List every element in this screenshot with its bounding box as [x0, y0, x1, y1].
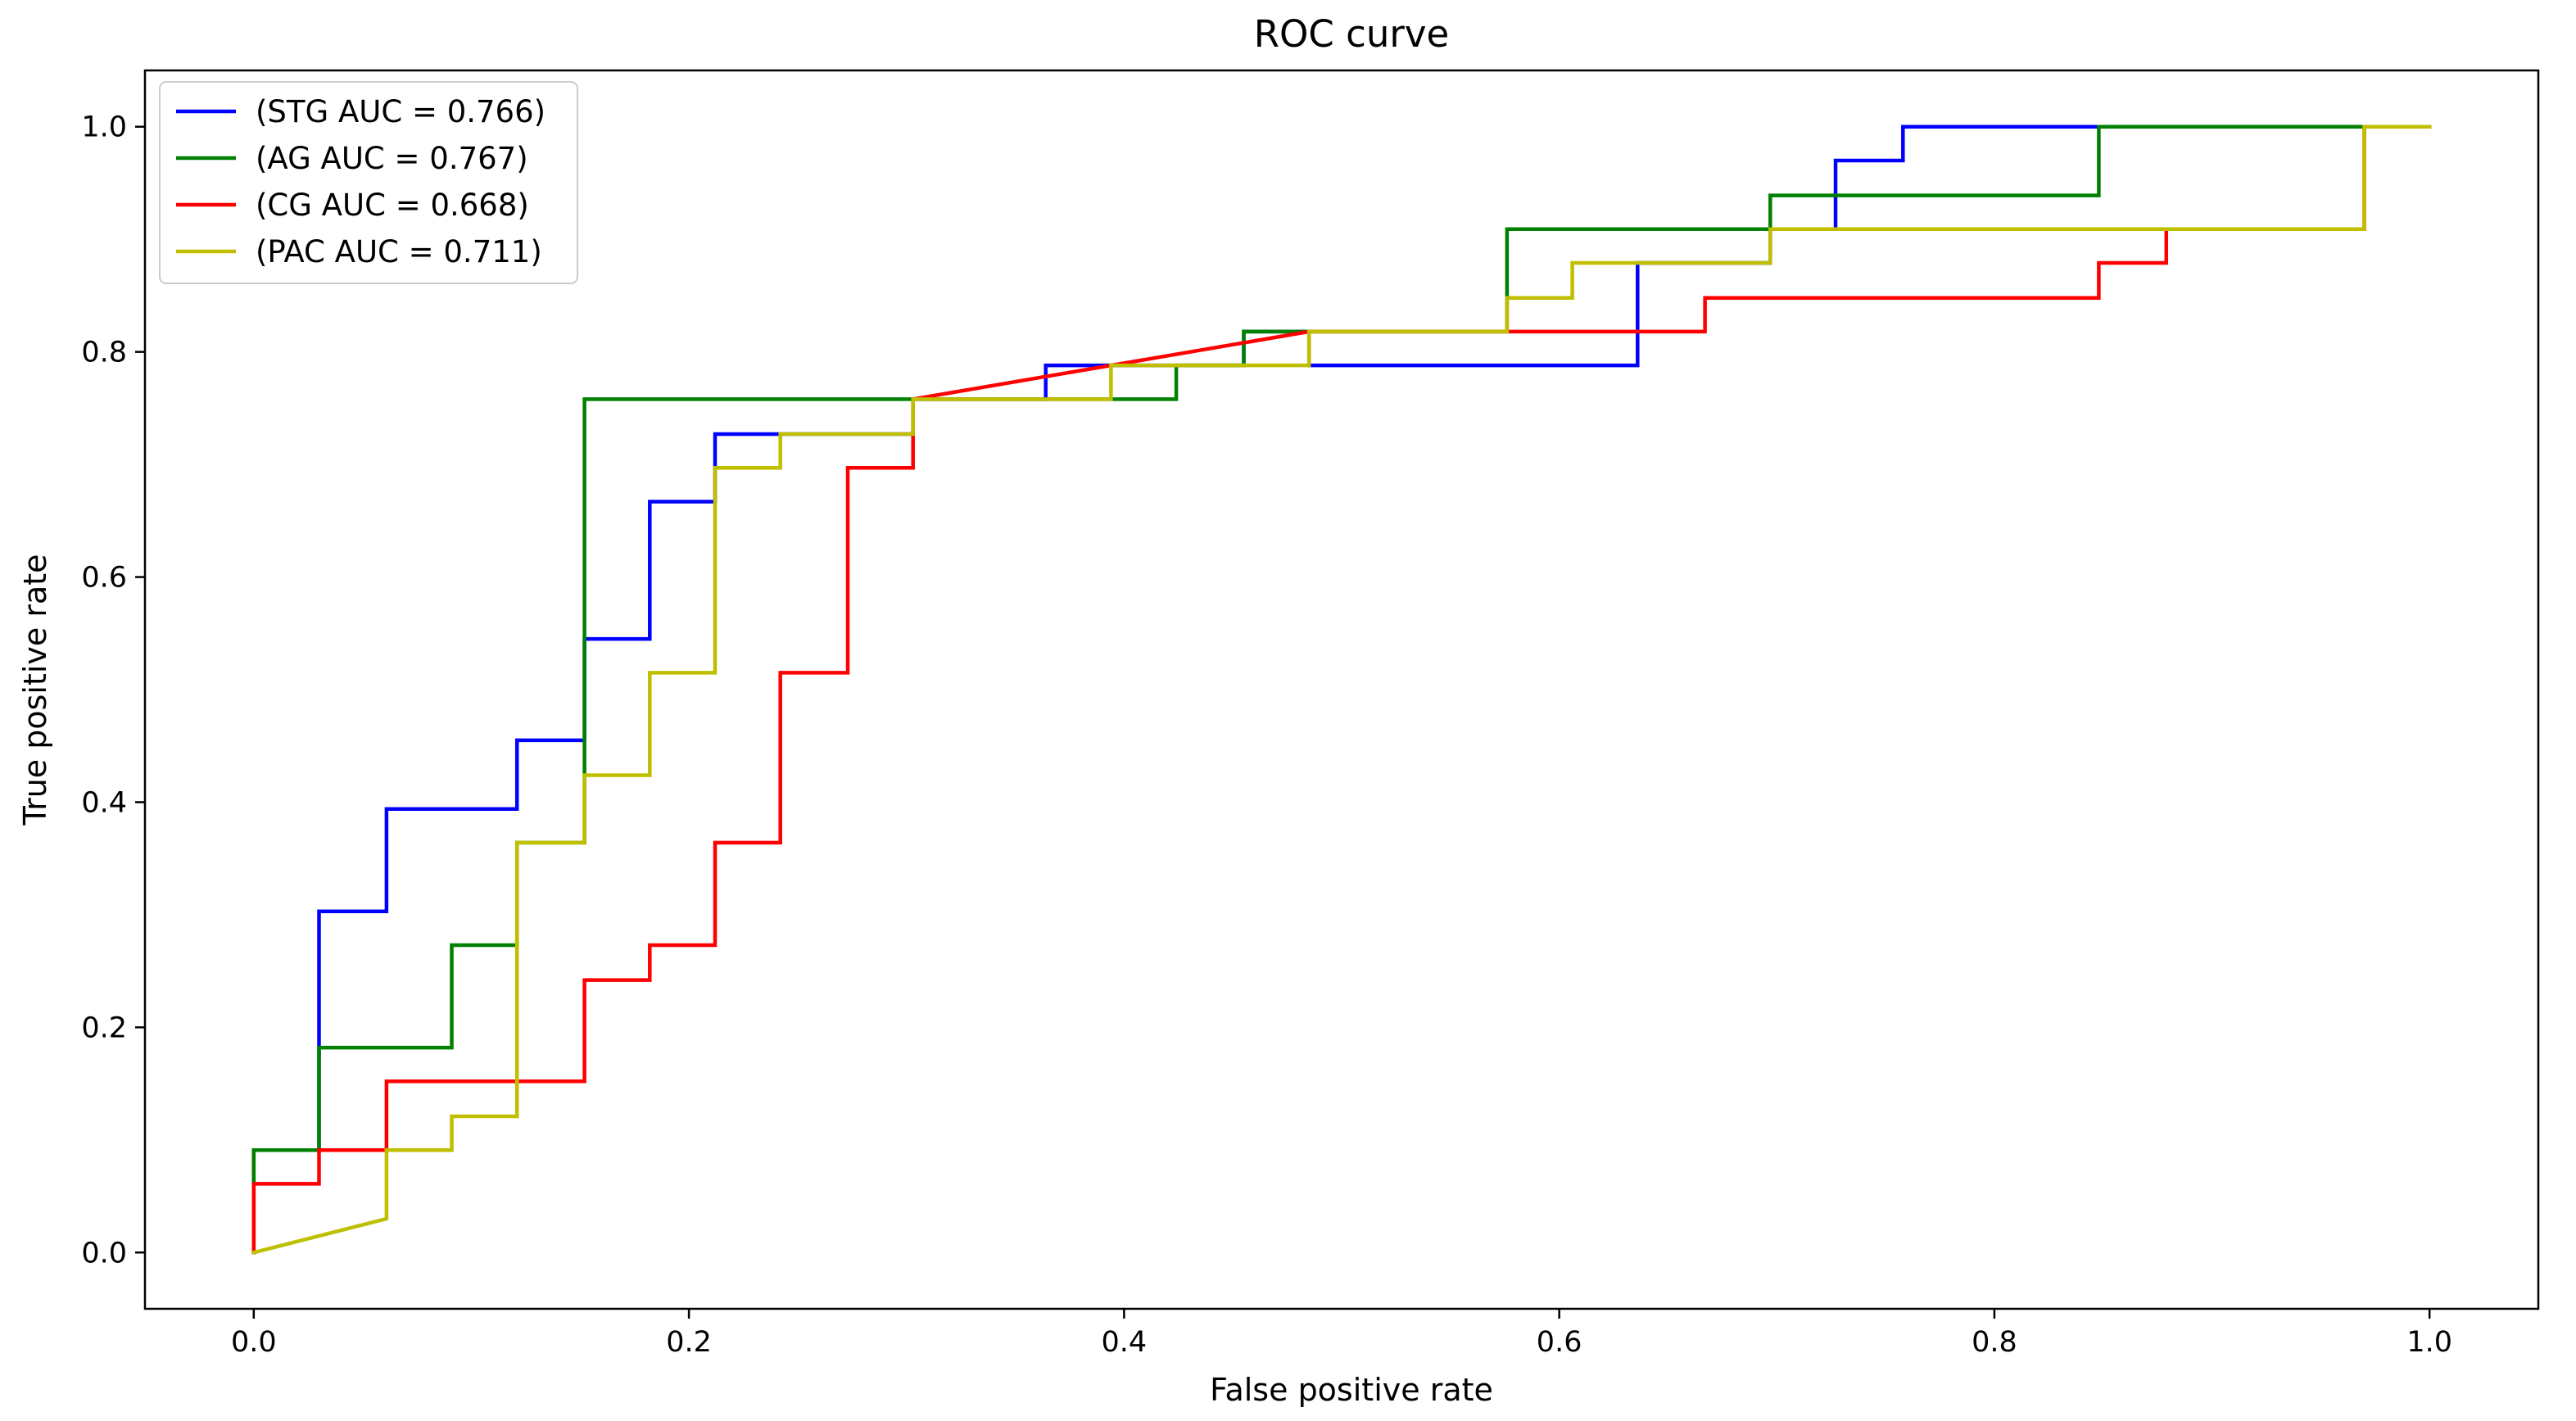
x-tick-label: 1.0	[2406, 1326, 2452, 1359]
x-axis: 0.0 0.2 0.4 0.6 0.8 1.0	[231, 1309, 2452, 1359]
legend-box	[159, 81, 578, 284]
y-tick-label: 0.0	[81, 1237, 127, 1269]
x-tick-label: 0.4	[1102, 1326, 1148, 1359]
legend-label: (PAC AUC = 0.711)	[256, 234, 542, 269]
chart-title: ROC curve	[1254, 12, 1450, 56]
legend-label: (CG AUC = 0.668)	[256, 188, 529, 223]
y-axis-label: True positive rate	[17, 554, 53, 826]
x-tick-label: 0.2	[666, 1326, 712, 1359]
y-tick-label: 0.8	[81, 337, 127, 369]
plot-frame	[143, 69, 2540, 1310]
y-tick-label: 0.2	[81, 1011, 127, 1044]
x-tick-label: 0.8	[1972, 1326, 2017, 1359]
y-tick-label: 0.4	[81, 786, 127, 819]
series-line-2	[251, 124, 2432, 1255]
plot-area	[143, 69, 2540, 1310]
x-axis-label: False positive rate	[1210, 1372, 1493, 1408]
legend: (STG AUC = 0.766) (AG AUC = 0.767) (CG AUC…	[159, 81, 578, 284]
legend-label: (AG AUC = 0.767)	[256, 141, 528, 176]
y-tick-label: 0.6	[81, 562, 127, 595]
series-line-3	[251, 124, 2432, 1256]
y-axis: 0.0 0.2 0.4 0.6 0.8 1.0	[81, 111, 145, 1269]
y-tick-label: 1.0	[81, 111, 127, 144]
x-tick-label: 0.0	[231, 1326, 277, 1359]
legend-label: (STG AUC = 0.766)	[256, 94, 546, 129]
series-layer	[251, 124, 2432, 1256]
x-tick-label: 0.6	[1537, 1326, 1582, 1359]
